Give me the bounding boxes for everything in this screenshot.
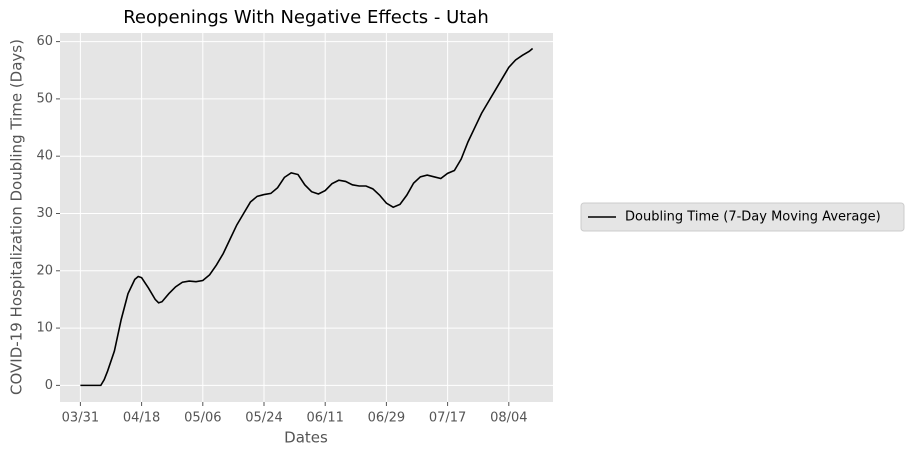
- plot-area: [60, 33, 553, 402]
- x-tick-label: 08/04: [490, 411, 527, 426]
- x-tick-label: 04/18: [123, 411, 160, 426]
- y-tick-label: 30: [36, 206, 53, 221]
- x-tick-label: 07/17: [429, 411, 466, 426]
- x-tick-label: 06/29: [368, 411, 405, 426]
- x-tick-label: 06/11: [306, 411, 343, 426]
- y-axis-label: COVID-19 Hospitalization Doubling Time (…: [8, 39, 26, 395]
- y-tick-label: 40: [36, 149, 53, 164]
- y-tick-label: 0: [45, 378, 53, 393]
- x-tick-label: 05/06: [184, 411, 221, 426]
- y-tick-label: 50: [36, 91, 53, 106]
- legend-box: [580, 202, 905, 232]
- x-axis-label: Dates: [284, 429, 328, 447]
- y-tick-label: 10: [36, 321, 53, 336]
- x-tick-label: 05/24: [245, 411, 282, 426]
- data-line: [80, 47, 534, 387]
- legend-label: Doubling Time (7-Day Moving Average): [625, 210, 881, 225]
- x-tick-label: 03/31: [62, 411, 99, 426]
- y-tick-label: 60: [36, 34, 53, 49]
- chart-title: Reopenings With Negative Effects - Utah: [123, 7, 489, 28]
- y-tick-label: 20: [36, 263, 53, 278]
